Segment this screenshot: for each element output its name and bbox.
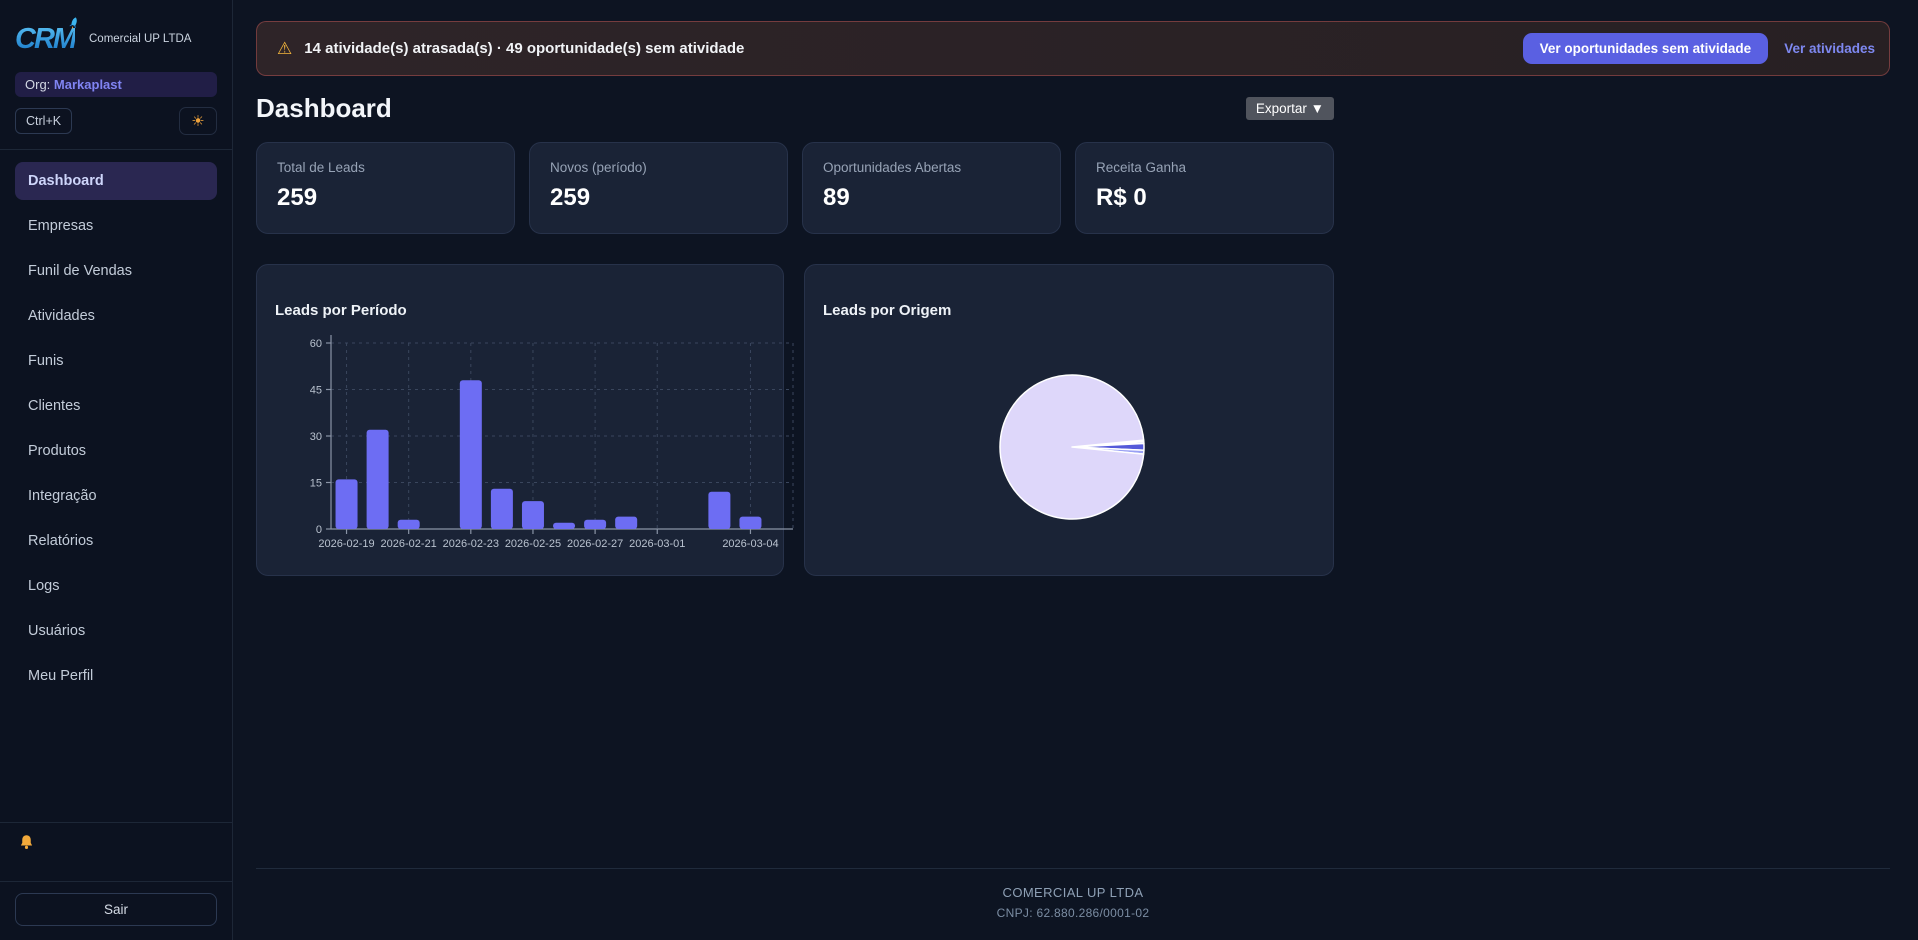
- sidebar-item-meu-perfil[interactable]: Meu Perfil: [28, 668, 94, 684]
- charts-row: Leads por Período 0 15 30 45 60 2026-02-19 202…: [256, 264, 1334, 576]
- stat-value: R$ 0: [1096, 184, 1147, 211]
- footer: COMERCIAL UP LTDA CNPJ: 62.880.286/0001-…: [256, 868, 1890, 940]
- pie-chart-title: Leads por Origem: [823, 302, 952, 319]
- alert-actions: Ver oportunidades sem atividade Ver ativ…: [1522, 33, 1875, 64]
- page-title: Dashboard: [256, 93, 392, 123]
- stat-card-oportunidades-abertas: Oportunidades Abertas 89: [802, 142, 1061, 234]
- command-palette-shortcut[interactable]: Ctrl+K: [15, 108, 73, 134]
- stats-row: Total de Leads 259 Novos (período) 259 Oport…: [256, 142, 1334, 234]
- sidebar-divider: [0, 881, 232, 882]
- sidebar-item-relatorios[interactable]: Relatórios: [28, 533, 94, 549]
- leads-period-card: Leads por Período 0 15 30 45 60 2026-02-19 202…: [256, 264, 794, 576]
- svg-text:2026-03-04: 2026-03-04: [722, 538, 778, 550]
- warning-icon: ⚠: [277, 38, 293, 58]
- dashboard-content: Dashboard Exportar ▼ Total de Leads 259 No…: [256, 76, 1334, 576]
- leads-origin-card: Leads por Origem: [804, 264, 1334, 576]
- bar-chart-title: Leads por Período: [275, 302, 407, 319]
- sidebar: CRM Comercial UP LTDA Org: Markaplast Ct…: [0, 0, 233, 940]
- crm-logo: CRM: [15, 16, 77, 56]
- svg-text:45: 45: [310, 385, 322, 397]
- svg-text:2026-02-23: 2026-02-23: [443, 538, 499, 550]
- svg-text:15: 15: [310, 478, 322, 490]
- logout-button[interactable]: Sair: [15, 893, 217, 926]
- svg-text:2026-02-25: 2026-02-25: [505, 538, 561, 550]
- sidebar-item-integracao[interactable]: Integração: [28, 488, 97, 504]
- sun-icon: ☀: [191, 112, 205, 130]
- rocket-icon: [69, 16, 77, 29]
- logo-row: CRM Comercial UP LTDA: [15, 12, 217, 66]
- stat-card-novos-periodo-: Novos (período) 259: [529, 142, 788, 234]
- svg-text:2026-02-19: 2026-02-19: [318, 538, 374, 550]
- sidebar-divider: [0, 822, 232, 823]
- stat-value: 259: [277, 184, 318, 211]
- svg-text:0: 0: [316, 524, 322, 536]
- svg-text:30: 30: [310, 431, 322, 443]
- org-name-link: Markaplast: [53, 77, 122, 92]
- stat-label: Oportunidades Abertas: [823, 160, 962, 175]
- sidebar-bottom: Sair: [0, 808, 232, 926]
- footer-cnpj: CNPJ: 62.880.286/0001-02: [996, 906, 1150, 920]
- sidebar-item-atividades[interactable]: Atividades: [28, 308, 95, 324]
- sidebar-item-funil-de-vendas[interactable]: Funil de Vendas: [28, 263, 132, 279]
- alert-message: 14 atividade(s) atrasada(s) · 49 oportun…: [304, 40, 745, 57]
- shortcut-row: Ctrl+K ☀: [15, 107, 217, 135]
- org-label: Org:: [25, 77, 51, 92]
- svg-text:2026-02-21: 2026-02-21: [381, 538, 437, 550]
- org-selector[interactable]: Org: Markaplast: [15, 72, 217, 97]
- svg-text:2026-02-27: 2026-02-27: [567, 538, 623, 550]
- footer-company: COMERCIAL UP LTDA: [1002, 885, 1144, 900]
- stat-card-receita-ganha: Receita Ganha R$ 0: [1075, 142, 1334, 234]
- stat-card-total-de-leads: Total de Leads 259: [256, 142, 515, 234]
- theme-toggle-button[interactable]: ☀: [179, 107, 217, 135]
- stat-label: Receita Ganha: [1096, 160, 1187, 175]
- sidebar-item-usuarios[interactable]: Usuários: [28, 623, 86, 639]
- svg-text:2026-03-01: 2026-03-01: [629, 538, 685, 550]
- sidebar-item-produtos[interactable]: Produtos: [28, 443, 87, 459]
- stat-label: Novos (período): [550, 160, 647, 175]
- sidebar-nav: Dashboard Empresas Funil de Vendas Atividad…: [15, 162, 217, 702]
- svg-text:60: 60: [310, 338, 322, 350]
- view-opportunities-button[interactable]: Ver oportunidades sem atividade: [1522, 33, 1769, 64]
- notifications-row[interactable]: [15, 823, 217, 867]
- sidebar-divider: [0, 149, 232, 150]
- sidebar-item-logs[interactable]: Logs: [28, 578, 60, 594]
- crm-logo-text: CRM: [15, 22, 77, 55]
- stat-value: 89: [823, 184, 850, 211]
- export-dropdown[interactable]: Exportar ▼: [1245, 97, 1334, 120]
- stat-label: Total de Leads: [277, 160, 365, 175]
- pie-chart: [999, 374, 1145, 520]
- bell-icon: [20, 835, 33, 849]
- stat-value: 259: [550, 184, 591, 211]
- sidebar-item-empresas[interactable]: Empresas: [28, 218, 94, 234]
- company-name: Comercial UP LTDA: [89, 33, 192, 45]
- sidebar-item-funis[interactable]: Funis: [28, 353, 64, 369]
- sidebar-item-clientes[interactable]: Clientes: [28, 398, 81, 414]
- bar-chart: 0 15 30 45 60 2026-02-19 2026-02-21 2026-02-23 2…: [310, 335, 794, 550]
- alert-banner: ⚠ 14 atividade(s) atrasada(s) · 49 oport…: [256, 21, 1890, 76]
- view-activities-link[interactable]: Ver atividades: [1784, 41, 1875, 56]
- page-header: Dashboard Exportar ▼: [256, 93, 1334, 124]
- main-area: ⚠ 14 atividade(s) atrasada(s) · 49 oport…: [233, 0, 1918, 940]
- sidebar-item-dashboard[interactable]: Dashboard: [15, 162, 217, 200]
